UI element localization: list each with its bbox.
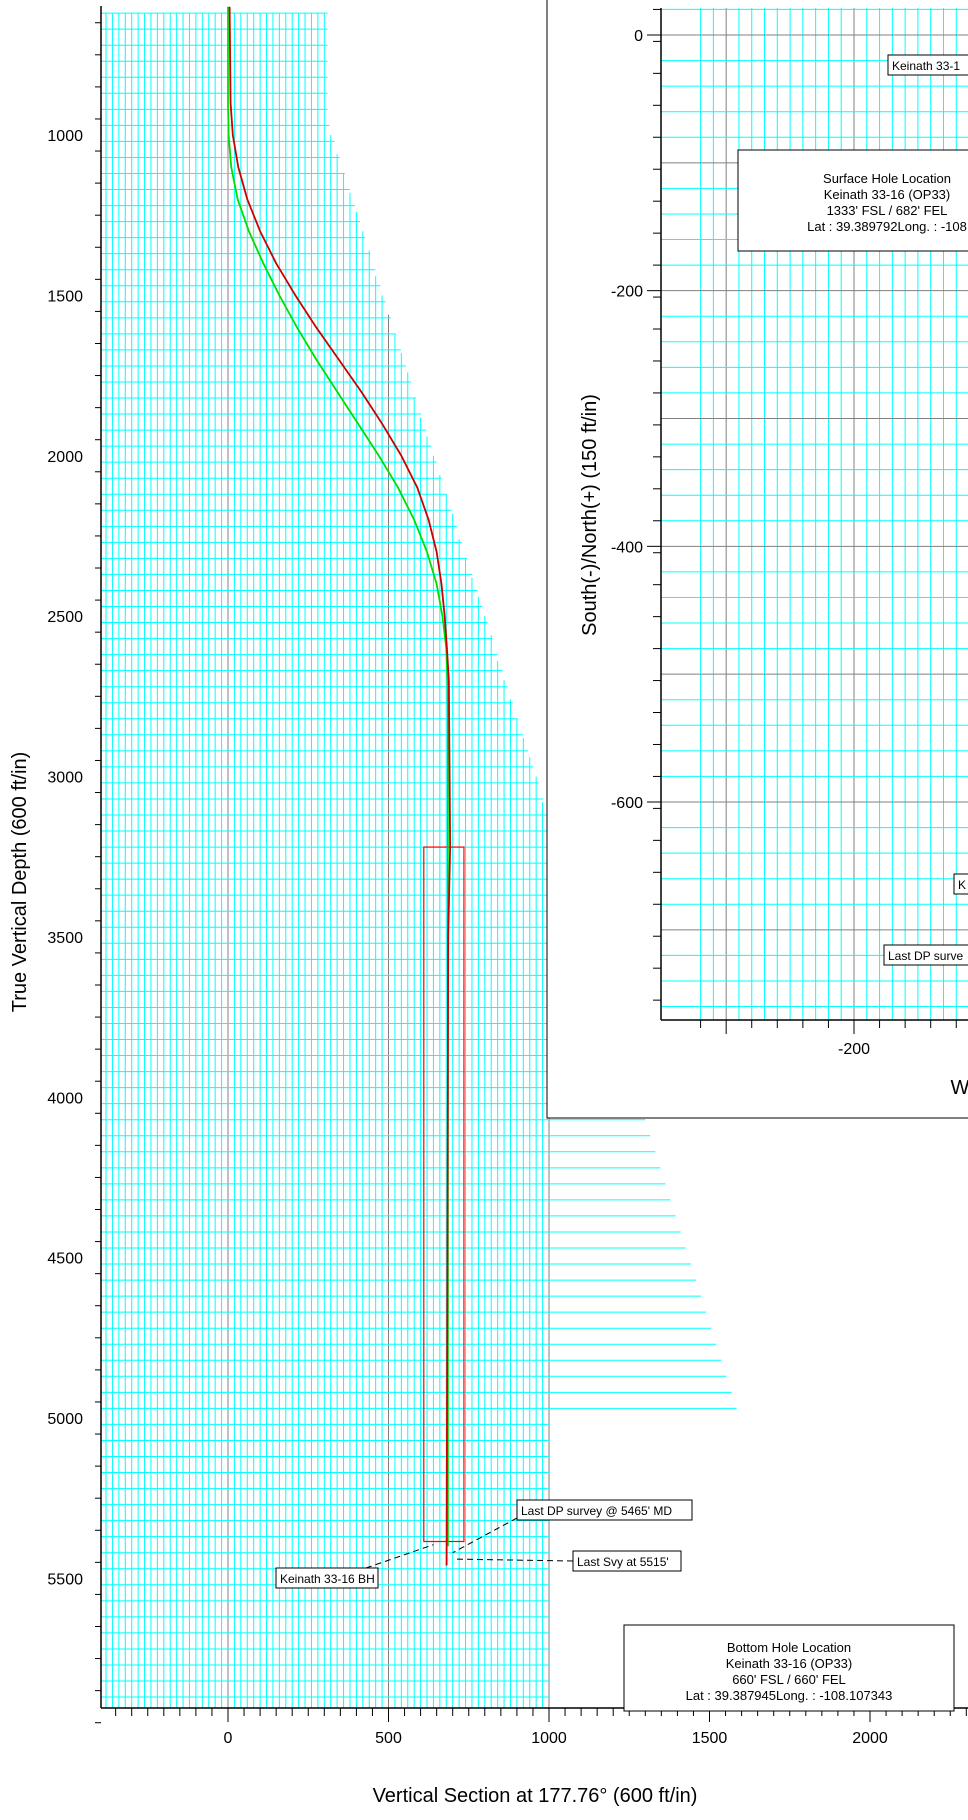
plan-axes: 0 -200 -400 -600 -200 (611, 8, 968, 1058)
annotation-box (572, 1550, 682, 1572)
plan-y-tick-label: -400 (611, 539, 643, 556)
bh-info-line-4: Lat : 39.387945Long. : -108.107343 (686, 1688, 893, 1703)
annotation-label: Last Svy at 5515' (577, 1555, 669, 1569)
y-tick-label: 5000 (47, 1411, 83, 1428)
y-tick-label: 1000 (47, 128, 83, 145)
section-axes: 1000150020002500300035004000450050005500… (47, 6, 968, 1747)
x-axis-title: Vertical Section at 177.76° (600 ft/in) (373, 1785, 698, 1807)
plan-annotation-box (883, 944, 968, 966)
actual-line (228, 6, 452, 1566)
bh-info-line-3: 660' FSL / 660' FEL (732, 1672, 846, 1687)
bottom-hole-info-box: Bottom Hole Location Keinath 33-16 (OP33… (623, 1624, 955, 1712)
plan-y-tick-label: -600 (611, 795, 643, 812)
plan-y-tick-label: -200 (611, 284, 643, 301)
surface-hole-info-box: Surface Hole Location Keinath 33-16 (OP3… (737, 149, 968, 252)
x-tick-label: 1000 (531, 1730, 567, 1747)
plan-y-tick-label: 0 (634, 28, 643, 45)
plan-annotation-label: K (958, 878, 966, 892)
y-tick-label: 4500 (47, 1251, 83, 1268)
plan-annotations: Keinath 33-1 K Last DP surve (883, 54, 968, 966)
plan-annotation-label: Keinath 33-1 (892, 59, 960, 73)
plan-line (227, 6, 449, 1547)
sh-info-line-4: Lat : 39.389792Long. : -108 (807, 219, 967, 234)
annotation-leader (452, 1517, 518, 1554)
bh-info-line-1: Bottom Hole Location (727, 1640, 851, 1655)
y-tick-label: 5500 (47, 1571, 83, 1588)
x-tick-label: 2000 (852, 1730, 888, 1747)
y-tick-label: 4000 (47, 1090, 83, 1107)
bh-info-line-2: Keinath 33-16 (OP33) (726, 1656, 852, 1671)
y-axis-title: True Vertical Depth (600 ft/in) (9, 752, 31, 1013)
y-tick-label: 2500 (47, 609, 83, 626)
y-tick-label: 1500 (47, 288, 83, 305)
x-tick-label: 1500 (692, 1730, 728, 1747)
sh-info-line-3: 1333' FSL / 682' FEL (827, 203, 948, 218)
annotation-leader (365, 1544, 434, 1569)
section-grid (101, 12, 737, 1708)
sh-info-line-1: Surface Hole Location (823, 171, 951, 186)
y-tick-label: 3500 (47, 930, 83, 947)
plan-x-axis-title: W (951, 1077, 968, 1099)
section-series (227, 6, 465, 1566)
target-box (423, 846, 465, 1543)
annotation-label: Keinath 33-16 BH (280, 1572, 375, 1586)
sh-info-line-2: Keinath 33-16 (OP33) (824, 187, 950, 202)
annotation-label: Last DP survey @ 5465' MD (521, 1504, 672, 1518)
plan-annotation-box (953, 873, 968, 895)
annotation-box (275, 1567, 379, 1589)
plan-annotation-box (887, 54, 968, 76)
y-tick-label: 2000 (47, 449, 83, 466)
x-tick-label: 0 (224, 1730, 233, 1747)
annotation-box (516, 1499, 693, 1521)
plan-y-axis-title: South(-)/North(+) (150 ft/in) (579, 394, 601, 636)
plan-x-tick-label: -200 (838, 1041, 870, 1058)
x-tick-label: 500 (375, 1730, 402, 1747)
section-annotations: Last DP survey @ 5465' MD Last Svy at 551… (275, 1499, 693, 1589)
plan-annotation-label: Last DP surve (888, 949, 963, 963)
y-tick-label: 3000 (47, 770, 83, 787)
